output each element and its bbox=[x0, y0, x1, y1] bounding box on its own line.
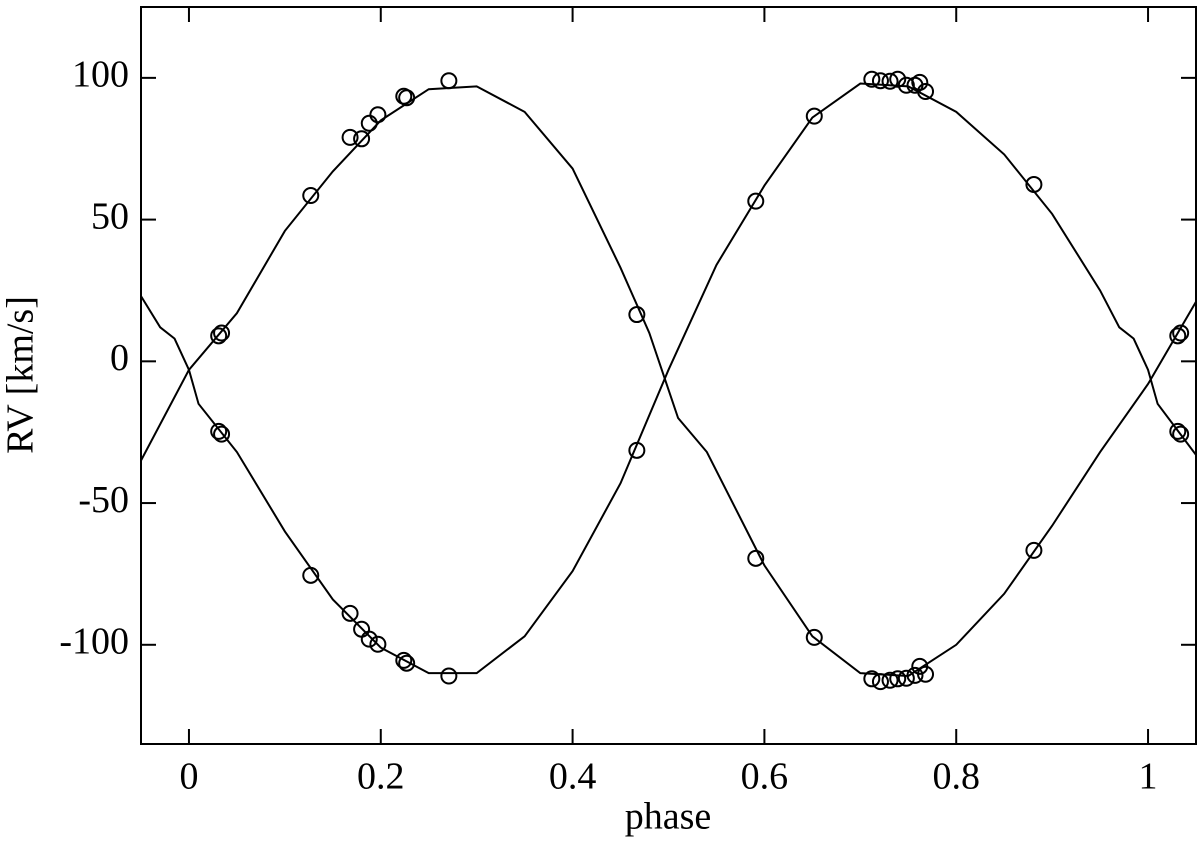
y-tick-label: -50 bbox=[78, 479, 129, 521]
rv-point bbox=[1025, 541, 1043, 559]
rv-point bbox=[369, 106, 387, 124]
rv-curve bbox=[141, 85, 1196, 677]
rv-point bbox=[395, 651, 413, 669]
rv-point bbox=[360, 114, 378, 132]
rv-point bbox=[302, 187, 320, 205]
rv-point bbox=[917, 82, 935, 100]
rv-point bbox=[210, 327, 228, 345]
rv-point bbox=[398, 654, 416, 672]
rv-point bbox=[889, 70, 907, 88]
rv-point bbox=[628, 306, 646, 324]
rv-point bbox=[1169, 422, 1187, 440]
rv-point bbox=[1025, 175, 1043, 193]
rv-point bbox=[881, 72, 899, 90]
rv-point bbox=[881, 671, 899, 689]
rv-point bbox=[889, 670, 907, 688]
rv-point bbox=[805, 628, 823, 646]
rv-point bbox=[398, 89, 416, 107]
rv-point bbox=[210, 422, 228, 440]
rv-point bbox=[805, 107, 823, 125]
rv-point bbox=[871, 673, 889, 691]
rv-point bbox=[213, 324, 231, 342]
y-tick-label: -100 bbox=[59, 621, 129, 663]
rv-point bbox=[863, 670, 881, 688]
rv-point bbox=[1169, 327, 1187, 345]
rv-point bbox=[628, 441, 646, 459]
rv-point bbox=[871, 72, 889, 90]
rv-point bbox=[440, 72, 458, 90]
y-tick-label: 100 bbox=[72, 54, 129, 96]
rv-point bbox=[353, 130, 371, 148]
rv-point bbox=[747, 549, 765, 567]
rv-point bbox=[440, 667, 458, 685]
rv-curve bbox=[141, 82, 1196, 675]
y-tick-label: 50 bbox=[91, 195, 129, 237]
rv-point bbox=[341, 128, 359, 146]
x-tick-label: 0.2 bbox=[357, 756, 405, 798]
x-tick-label: 0.6 bbox=[741, 756, 789, 798]
rv-point bbox=[747, 192, 765, 210]
rv-point bbox=[863, 70, 881, 88]
rv-point bbox=[1172, 425, 1190, 443]
x-tick-label: 0 bbox=[179, 756, 198, 798]
rv-point bbox=[360, 630, 378, 648]
rv-point bbox=[213, 425, 231, 443]
rv-point bbox=[906, 666, 924, 684]
rv-point bbox=[917, 665, 935, 683]
rv-point bbox=[302, 566, 320, 584]
x-axis-label: phase bbox=[625, 796, 712, 838]
rv-point bbox=[897, 669, 915, 687]
x-tick-label: 0.4 bbox=[549, 756, 597, 798]
x-tick-label: 0.8 bbox=[932, 756, 980, 798]
rv-point bbox=[341, 604, 359, 622]
plot-frame bbox=[140, 6, 1197, 745]
y-tick-label: 0 bbox=[110, 337, 129, 379]
rv-point bbox=[369, 635, 387, 653]
x-tick-label: 1 bbox=[1139, 756, 1158, 798]
y-axis-label: RV [km/s] bbox=[0, 296, 42, 454]
rv-point bbox=[911, 73, 929, 91]
rv-point bbox=[1172, 324, 1190, 342]
